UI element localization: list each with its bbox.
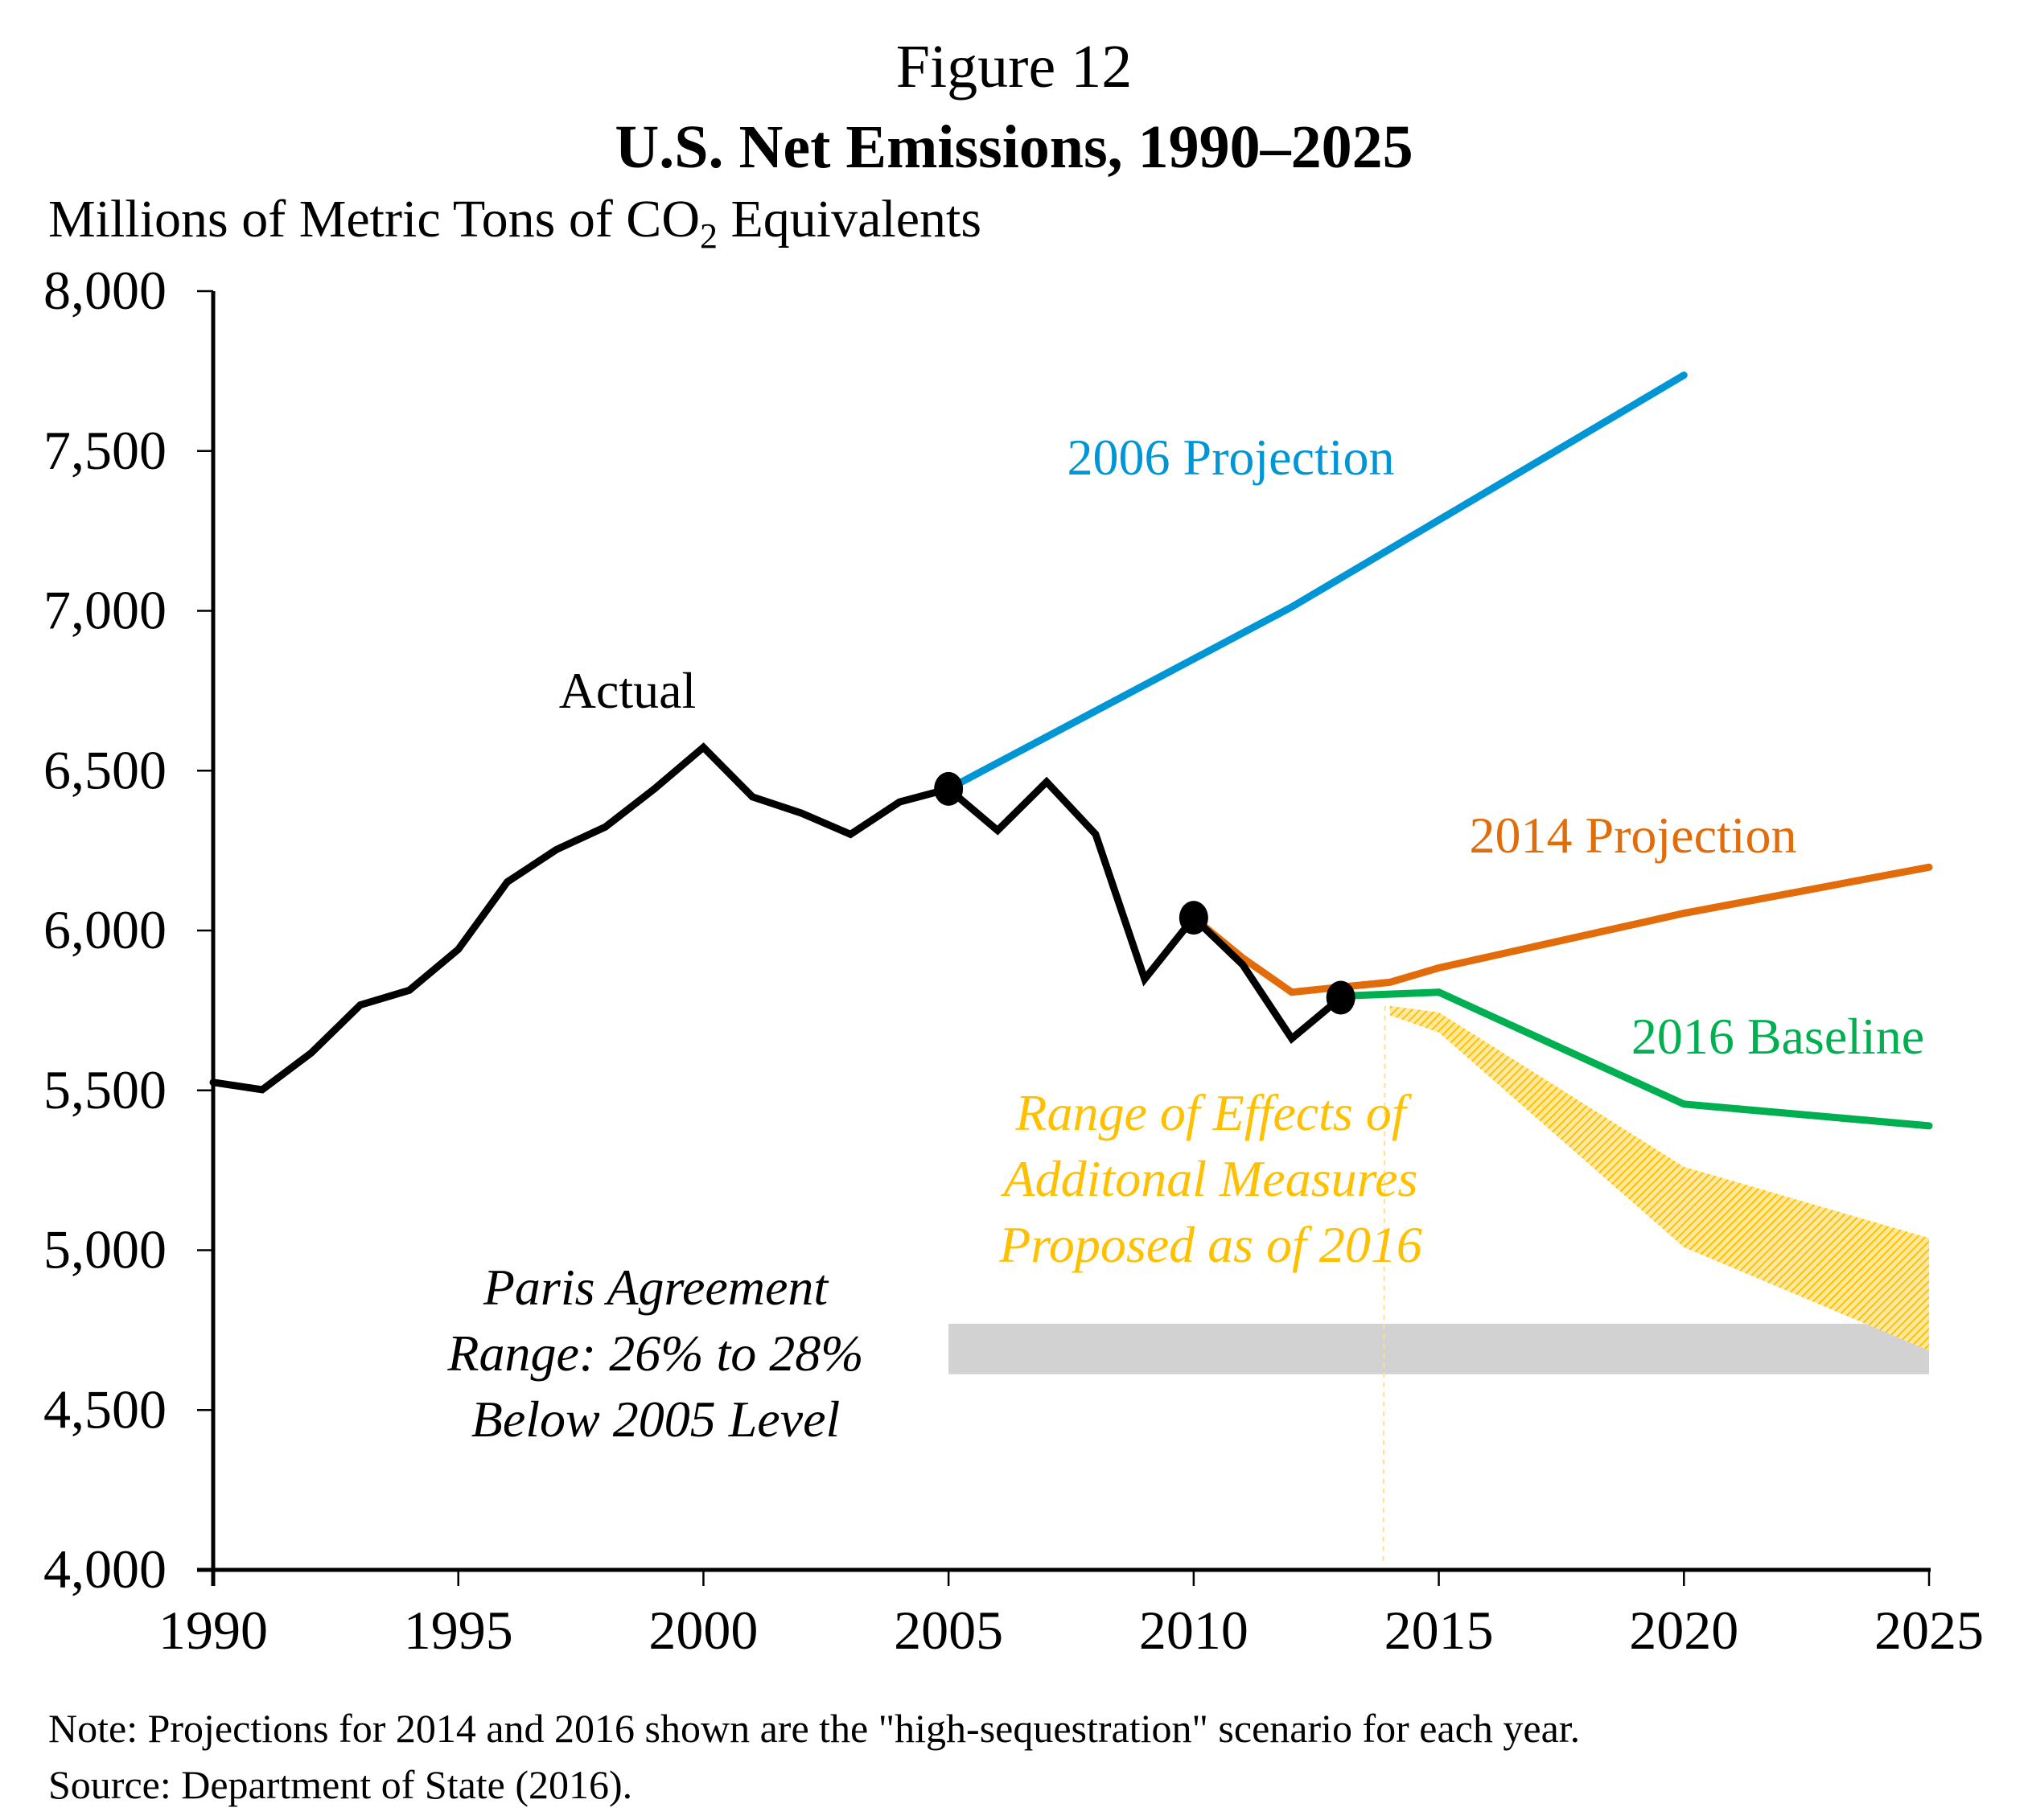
x-tick-label: 2025 [1874,1600,1984,1661]
label-paris-agreement: Below 2005 Level [471,1391,841,1448]
bands-layer [948,1005,1929,1563]
x-tick-label: 2005 [894,1600,1003,1661]
annotations-layer: Actual 2006 Projection 2014 Projection 2016… [446,429,1924,1448]
x-tick-label: 1990 [158,1600,268,1661]
range-band-measures [1389,1005,1929,1351]
chart-note: Note: Projections for 2014 and 2016 show… [48,1706,1581,1751]
y-tick-label: 4,500 [43,1378,167,1440]
y-tick-label: 6,500 [43,739,167,800]
label-range-of-effects: Range of Effects of [1014,1084,1412,1141]
y-axis-label-main: Millions of Metric Tons of CO [48,190,700,249]
x-tick-label: 2015 [1384,1600,1494,1661]
label-actual: Actual [559,662,697,719]
chart-title: U.S. Net Emissions, 1990–2025 [615,113,1413,181]
y-tick-label: 8,000 [43,260,167,321]
series-2006-projection-line [944,372,1688,793]
label-2006-projection: 2006 Projection [1067,429,1394,486]
y-tick-label: 5,000 [43,1219,167,1280]
y-axis-label-tail: Equivalents [717,190,982,249]
label-range-of-effects: Additonal Measures [1001,1150,1418,1207]
label-range-of-effects: Proposed as of 2016 [998,1216,1422,1273]
paris-agreement-band [948,1323,1929,1374]
x-tick-label: 1995 [404,1600,513,1661]
actual-data-marker [934,771,964,806]
label-paris-agreement: Range: 26% to 28% [446,1325,863,1382]
y-axis-label: Millions of Metric Tons of CO2 Equivalen… [48,189,982,254]
x-tick-label: 2010 [1139,1600,1248,1661]
label-2014-projection: 2014 Projection [1469,807,1796,864]
figure-number: Figure 12 [895,33,1133,101]
series-layer [209,372,1933,1130]
y-tick-label: 7,500 [43,420,167,481]
chart-source: Source: Department of State (2016). [48,1762,633,1807]
y-axis-label-subscript: 2 [699,216,718,256]
x-tick-label: 2000 [648,1600,758,1661]
actual-data-marker [1179,901,1208,935]
series-actual-line [209,742,1345,1094]
y-tick-label: 6,000 [43,899,167,960]
y-tick-label: 4,000 [43,1539,167,1600]
y-tick-label: 7,000 [43,580,167,641]
series-2014-projection-line [1190,863,1933,996]
markers-layer [934,771,1355,1015]
series-2016-baseline-line [1337,988,1933,1130]
x-tick-label: 2020 [1629,1600,1738,1661]
y-tick-label: 5,500 [43,1059,167,1120]
actual-data-marker [1326,980,1355,1015]
label-2016-baseline: 2016 Baseline [1631,1008,1924,1065]
axes-layer: 4,000 4,500 5,000 5,500 6,000 6,500 7,000 7,500… [43,260,1984,1661]
label-paris-agreement: Paris Agreement [483,1259,830,1316]
